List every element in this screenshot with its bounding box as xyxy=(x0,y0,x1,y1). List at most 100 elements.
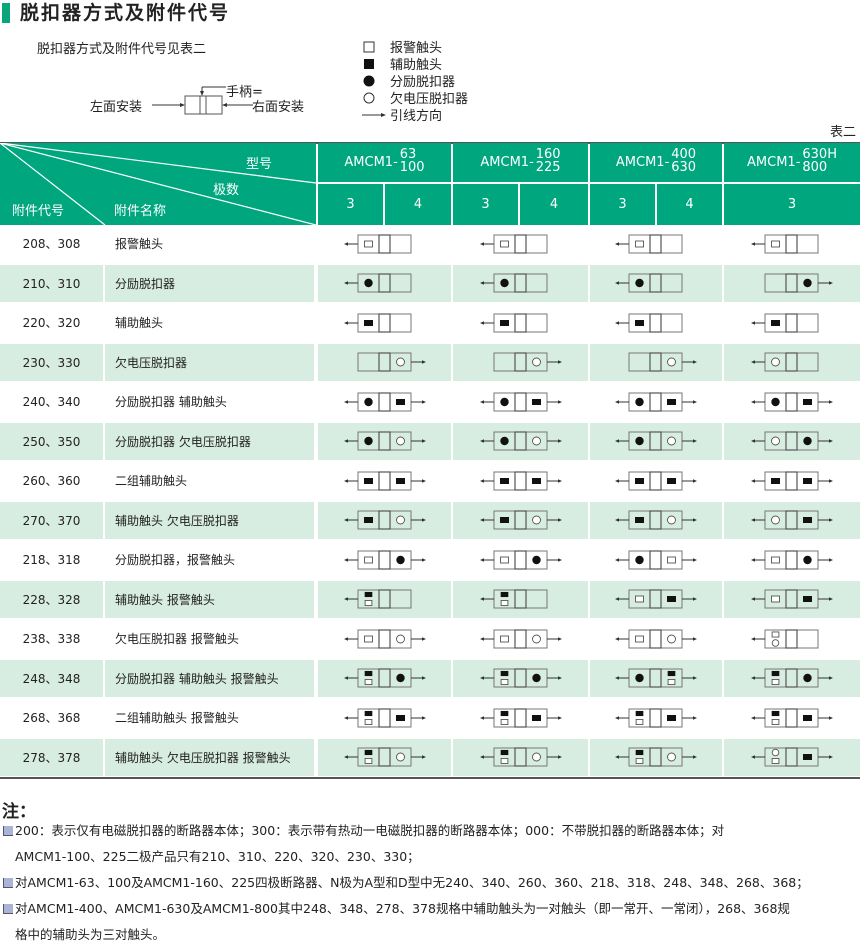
arrow-right-icon xyxy=(362,108,386,127)
black-circle-icon xyxy=(531,674,541,683)
diagram-cell xyxy=(453,501,588,539)
breaker-handle xyxy=(785,550,798,570)
breaker-handle xyxy=(649,234,662,254)
table-row: 218、318 分励脱扣器，报警触头 xyxy=(0,541,860,581)
breaker-diagram xyxy=(751,747,833,767)
diagram-cell xyxy=(453,620,588,658)
bullet-square-icon xyxy=(3,904,13,914)
diagram-cell xyxy=(590,422,722,460)
arrow-left-icon xyxy=(751,755,765,759)
white-square-icon xyxy=(499,556,509,564)
white-square-icon xyxy=(363,556,373,564)
arrow-left-icon xyxy=(615,755,629,759)
poles-header: 3 xyxy=(724,184,860,225)
legend-item: 辅助触头 xyxy=(362,57,442,74)
poles-header: 4 xyxy=(520,184,588,225)
arrow-left-icon xyxy=(615,518,629,522)
accessory-name: 辅助触头 欠电压脱扣器 报警触头 xyxy=(105,738,314,776)
diagram-cell xyxy=(318,422,451,460)
black-square-icon xyxy=(771,477,780,484)
black-square-icon xyxy=(531,398,541,405)
breaker-handle xyxy=(649,708,662,728)
arrow-left-icon xyxy=(479,518,494,522)
diagram-cell xyxy=(318,304,451,342)
diagram-cell xyxy=(590,343,722,381)
breaker-diagram xyxy=(751,352,819,372)
arrow-left-icon xyxy=(479,321,494,325)
breaker-handle xyxy=(513,708,527,728)
arrow-right-icon xyxy=(818,597,833,601)
black-square-icon xyxy=(771,671,780,677)
breaker-diagram xyxy=(343,629,426,649)
arrow-right-icon xyxy=(546,637,562,641)
diagram-cell xyxy=(724,304,860,342)
model-bottom: 100 xyxy=(399,159,425,175)
header-code-label: 附件代号 xyxy=(12,204,65,219)
model-top: 160 xyxy=(535,146,561,162)
arrow-left-icon xyxy=(343,637,358,641)
arrow-right-icon xyxy=(546,439,562,443)
white-square-icon xyxy=(635,240,644,248)
accessory-name: 分励脱扣器 欠电压脱扣器 xyxy=(105,422,314,460)
diagram-cell xyxy=(318,264,451,302)
breaker-handle xyxy=(785,352,798,372)
black-circle-icon xyxy=(803,555,812,564)
diagram-cell xyxy=(318,225,451,263)
breaker-handle xyxy=(785,589,798,609)
black-square-icon xyxy=(395,477,405,484)
black-square-icon xyxy=(531,714,541,721)
breaker-handle xyxy=(785,747,798,767)
breaker-handle xyxy=(377,708,391,728)
white-circle-icon xyxy=(667,357,676,367)
breaker-handle xyxy=(785,629,798,649)
black-circle-icon xyxy=(803,279,812,288)
arrow-right-icon xyxy=(546,518,562,522)
white-square-icon xyxy=(364,679,372,686)
accessory-code: 268、368 xyxy=(22,711,81,726)
arrow-left-icon xyxy=(751,597,765,601)
breaker-handle xyxy=(513,510,527,530)
diagram-cell xyxy=(453,738,588,776)
black-circle-icon xyxy=(363,397,373,406)
model-top: 400 xyxy=(671,146,697,162)
breaker-diagram xyxy=(615,510,697,530)
white-square-icon xyxy=(771,758,780,765)
breaker-diagram xyxy=(479,708,562,728)
diagram-cell xyxy=(590,541,722,579)
arrow-right-icon xyxy=(410,479,426,483)
accessory-code: 240、340 xyxy=(22,395,81,410)
title-marker xyxy=(2,3,10,23)
black-square-icon xyxy=(364,671,372,677)
accessory-code: 218、318 xyxy=(22,553,81,568)
diagram-cell xyxy=(453,383,588,421)
breaker-diagram xyxy=(343,273,411,293)
breaker-diagram xyxy=(615,313,683,333)
black-square-icon xyxy=(667,477,676,484)
black-square-icon xyxy=(803,398,812,405)
breaker-handle xyxy=(649,313,662,333)
black-square-icon xyxy=(635,319,644,326)
diagram-cell xyxy=(453,225,588,263)
poles-header: 3 xyxy=(318,184,383,225)
breaker-handle xyxy=(377,392,391,412)
white-square-icon xyxy=(771,679,780,686)
white-circle-icon xyxy=(395,357,405,367)
black-circle-icon xyxy=(635,397,644,406)
diagram-cell xyxy=(590,620,722,658)
accessory-name: 欠电压脱扣器 xyxy=(105,343,314,381)
diagram-cell xyxy=(590,462,722,500)
arrow-left-icon xyxy=(343,439,358,443)
table-row: 238、338 欠电压脱扣器 报警触头 xyxy=(0,620,860,660)
arrow-right-icon xyxy=(682,518,697,522)
black-square-icon xyxy=(667,398,676,405)
black-circle-icon xyxy=(395,555,405,564)
table-row: 270、370 辅助触头 欠电压脱扣器 xyxy=(0,501,860,542)
white-circle-icon xyxy=(395,515,405,525)
arrow-left-icon xyxy=(479,281,494,285)
arrow-left-icon xyxy=(751,242,765,246)
breaker-diagram xyxy=(615,273,683,293)
breaker-diagram xyxy=(479,471,562,491)
breaker-diagram xyxy=(615,234,683,254)
legend-label: 引线方向 xyxy=(390,109,443,124)
diagram-cell xyxy=(318,620,451,658)
